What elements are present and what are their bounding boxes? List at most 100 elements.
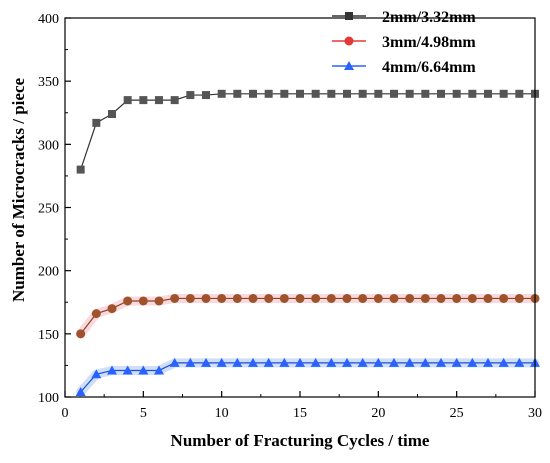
data-point [76, 329, 86, 339]
data-point [202, 91, 210, 100]
data-point [451, 357, 462, 367]
data-point [279, 357, 290, 367]
data-point [515, 89, 524, 98]
data-point [76, 165, 85, 174]
y-tick-label: 150 [38, 328, 59, 343]
legend-marker [344, 36, 354, 46]
legend-marker [344, 61, 354, 70]
x-tick-label: 15 [293, 406, 307, 421]
data-point [139, 96, 148, 105]
data-point [468, 89, 477, 98]
data-point [452, 89, 461, 98]
data-point [201, 357, 211, 367]
data-point [296, 89, 304, 98]
data-point [264, 293, 274, 303]
data-point [420, 357, 431, 367]
y-tick-label: 100 [38, 391, 59, 406]
data-point [326, 357, 337, 367]
axes: 0 5 10 15 20 25 30 100 150 200 250 300 350 400 [38, 12, 542, 421]
data-point [467, 357, 478, 367]
legend-item: 3mm/4.98mm [332, 34, 476, 51]
data-point [405, 293, 415, 303]
series-band [76, 358, 540, 397]
data-point [436, 357, 446, 367]
data-point [248, 293, 258, 303]
data-point [498, 357, 509, 367]
data-point [248, 357, 258, 367]
data-point [91, 369, 102, 379]
data-point [390, 89, 398, 98]
series-band [76, 293, 540, 339]
x-tick-label: 10 [215, 406, 229, 421]
data-point [216, 357, 227, 367]
data-point [107, 304, 117, 314]
data-point [108, 110, 116, 119]
data-point [170, 293, 180, 303]
y-tick-label: 250 [38, 202, 59, 217]
data-point [514, 357, 525, 367]
data-point [123, 296, 133, 306]
data-point [170, 96, 179, 105]
data-point [263, 357, 274, 367]
series-3 [75, 357, 540, 397]
legend: 2mm/3.32mm 3mm/4.98mm 4mm/6.64mm [332, 9, 476, 76]
data-point [249, 89, 257, 98]
data-point [404, 357, 415, 367]
data-point [186, 91, 195, 100]
x-tick-label: 30 [528, 406, 542, 421]
data-point [420, 293, 430, 303]
data-point [91, 309, 101, 319]
data-point [373, 293, 383, 303]
data-point [138, 365, 149, 375]
data-point [437, 89, 445, 98]
series-1 [76, 89, 539, 174]
data-point [484, 89, 492, 98]
x-axis-title: Number of Fracturing Cycles / time [171, 431, 430, 450]
x-tick-label: 5 [140, 406, 147, 421]
legend-marker [345, 12, 353, 20]
data-point [123, 96, 132, 105]
data-point [232, 357, 243, 367]
data-point [154, 296, 164, 306]
data-point [295, 293, 305, 303]
data-point [483, 293, 493, 303]
data-point [499, 293, 509, 303]
data-point [264, 89, 273, 98]
data-point [295, 357, 305, 367]
data-point [374, 89, 383, 98]
data-point [122, 365, 133, 375]
data-point [358, 89, 367, 98]
data-point [389, 357, 399, 367]
data-point [154, 365, 164, 375]
legend-label: 3mm/4.98mm [382, 34, 476, 51]
x-tick-label: 0 [62, 406, 69, 421]
data-point [155, 96, 163, 105]
y-tick-label: 200 [38, 265, 59, 280]
data-point [75, 386, 86, 396]
data-point [483, 357, 493, 367]
data-point [343, 89, 351, 98]
data-point [217, 293, 227, 303]
data-point [342, 293, 352, 303]
data-point [169, 357, 180, 367]
y-tick-label: 300 [38, 138, 59, 153]
data-point [389, 293, 399, 303]
series-line [80, 93, 535, 170]
data-point [357, 357, 368, 367]
data-point [326, 293, 336, 303]
y-tick-label: 350 [38, 75, 59, 90]
data-point [310, 357, 321, 367]
series-2 [76, 293, 540, 339]
data-point [279, 293, 289, 303]
data-point [138, 296, 148, 306]
data-point [311, 89, 320, 98]
data-point [311, 293, 321, 303]
data-point [201, 293, 211, 303]
x-tick-label: 20 [371, 406, 385, 421]
data-point [358, 293, 368, 303]
plot-area [75, 89, 540, 397]
data-point [185, 357, 196, 367]
x-tick-label: 25 [450, 406, 464, 421]
data-point [217, 89, 226, 98]
